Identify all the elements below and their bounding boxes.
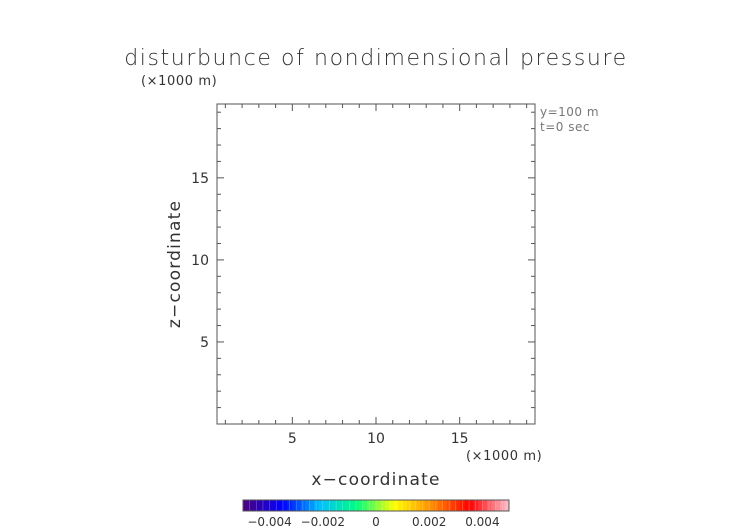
colorbar-swatch bbox=[274, 500, 279, 511]
y-tick-label: 10 bbox=[191, 253, 209, 269]
colorbar-swatch bbox=[344, 500, 350, 511]
colorbar-swatch bbox=[411, 500, 417, 511]
colorbar-swatch bbox=[442, 500, 448, 511]
chart-title: disturbunce of nondimensional pressure bbox=[124, 46, 628, 71]
colorbar-swatch bbox=[469, 500, 475, 511]
x-tick-label: 5 bbox=[288, 431, 297, 447]
colorbar-swatch bbox=[247, 500, 253, 511]
colorbar-swatch bbox=[282, 500, 288, 511]
colorbar-swatch bbox=[460, 500, 466, 511]
colorbar-swatch bbox=[504, 500, 510, 511]
annotation-time: t=0 sec bbox=[540, 120, 590, 134]
colorbar-swatch bbox=[260, 500, 266, 511]
colorbar-swatch bbox=[429, 500, 435, 511]
colorbar-swatch bbox=[291, 500, 297, 511]
colorbar-swatch bbox=[362, 500, 368, 511]
x-axis-label: x−coordinate bbox=[311, 470, 441, 490]
colorbar-swatch bbox=[336, 500, 342, 511]
colorbar-swatch bbox=[473, 500, 479, 511]
colorbar: −0.004 −0.002 0 0.002 0.004 bbox=[242, 499, 510, 529]
colorbar-swatch bbox=[243, 500, 248, 511]
colorbar-swatch bbox=[358, 500, 364, 511]
colorbar-swatch bbox=[265, 500, 271, 511]
colorbar-swatch bbox=[331, 500, 337, 511]
colorbar-swatch bbox=[438, 500, 443, 511]
y-tick-label: 5 bbox=[200, 335, 209, 351]
colorbar-swatch bbox=[491, 500, 497, 511]
colorbar-swatch bbox=[402, 500, 408, 511]
colorbar-tick-label: −0.002 bbox=[301, 515, 345, 529]
colorbar-swatch bbox=[313, 500, 319, 511]
colorbar-swatch bbox=[327, 500, 333, 511]
colorbar-swatch bbox=[296, 500, 302, 511]
colorbar-swatch bbox=[433, 500, 439, 511]
colorbar-swatch bbox=[309, 500, 315, 511]
colorbar-frame bbox=[242, 499, 510, 512]
colorbar-swatch bbox=[376, 500, 381, 511]
colorbar-swatch bbox=[300, 500, 306, 511]
plot-area bbox=[216, 103, 536, 425]
colorbar-swatch bbox=[451, 500, 457, 511]
colorbar-swatch bbox=[269, 500, 275, 511]
colorbar-swatch bbox=[486, 500, 492, 511]
colorbar-swatch bbox=[322, 500, 328, 511]
annotation-y-position: y=100 m bbox=[540, 105, 600, 119]
colorbar-swatch bbox=[384, 500, 390, 511]
colorbar-tick-label: 0 bbox=[372, 515, 380, 529]
colorbar-swatch bbox=[482, 500, 488, 511]
colorbar-swatch bbox=[393, 500, 399, 511]
colorbar-swatch bbox=[251, 500, 257, 511]
colorbar-swatch bbox=[287, 500, 293, 511]
colorbar-swatch bbox=[500, 500, 506, 511]
colorbar-swatch bbox=[367, 500, 373, 511]
colorbar-swatch bbox=[446, 500, 452, 511]
colorbar-tick-label: −0.004 bbox=[247, 515, 291, 529]
colorbar-swatch bbox=[407, 500, 412, 511]
colorbar-tick-label: 0.002 bbox=[412, 515, 446, 529]
colorbar-swatch bbox=[305, 500, 310, 511]
colorbar-swatch bbox=[424, 500, 430, 511]
x-axis-unit: (×1000 m) bbox=[466, 449, 543, 464]
y-axis-unit: (×1000 m) bbox=[141, 74, 218, 89]
colorbar-swatch bbox=[455, 500, 461, 511]
colorbar-swatch bbox=[389, 500, 395, 511]
colorbar-tick-label: 0.004 bbox=[465, 515, 499, 529]
axis-ticks: 5 10 15 5 10 15 bbox=[191, 104, 535, 447]
colorbar-swatch bbox=[340, 500, 346, 511]
colorbar-swatch bbox=[371, 500, 377, 511]
y-tick-label: 15 bbox=[191, 171, 209, 187]
colorbar-swatch bbox=[464, 500, 470, 511]
colorbar-swatch bbox=[415, 500, 421, 511]
x-tick-label: 15 bbox=[451, 431, 469, 447]
colorbar-swatch bbox=[353, 500, 359, 511]
colorbar-swatch bbox=[318, 500, 324, 511]
x-tick-label: 10 bbox=[367, 431, 385, 447]
colorbar-swatch bbox=[420, 500, 426, 511]
colorbar-swatch bbox=[380, 500, 386, 511]
colorbar-swatch bbox=[278, 500, 284, 511]
colorbar-swatch bbox=[398, 500, 404, 511]
colorbar-swatch bbox=[349, 500, 355, 511]
colorbar-swatch bbox=[256, 500, 262, 511]
colorbar-swatch bbox=[495, 500, 501, 511]
colorbar-swatch bbox=[477, 500, 483, 511]
